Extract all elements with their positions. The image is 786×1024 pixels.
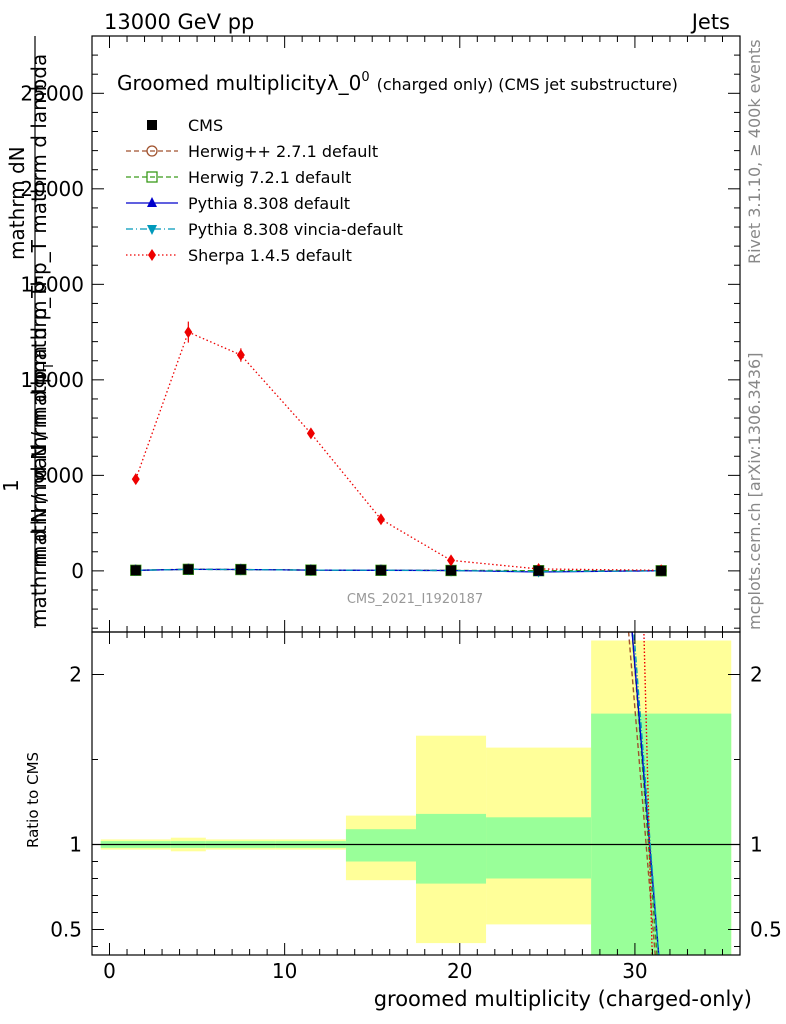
- legend-entry: Herwig++ 2.7.1 default: [126, 142, 378, 161]
- legend-entry: Pythia 8.308 vincia-default: [126, 220, 403, 239]
- legend-entry: Herwig 7.2.1 default: [126, 168, 351, 187]
- marker-diamond: [148, 249, 156, 261]
- series-sherpa-1-4-5-default: [131, 321, 666, 577]
- marker-diamond: [131, 473, 140, 486]
- legend-entry: Pythia 8.308 default: [126, 194, 350, 213]
- legend-label: Herwig++ 2.7.1 default: [188, 142, 378, 161]
- legend-entry: Sherpa 1.4.5 default: [126, 246, 352, 265]
- ratio-line: [633, 632, 660, 955]
- ylabel-top2: mathrm d p_T mathrm d lambda: [27, 54, 51, 380]
- y-tick-label: 5000: [33, 463, 84, 487]
- legend-entry: CMS: [147, 116, 223, 135]
- ratio-ylabel: Ratio to CMS: [24, 752, 42, 848]
- marker-square: [147, 120, 157, 130]
- x-tick-label: 30: [622, 959, 647, 983]
- marker-square: [533, 565, 544, 576]
- marker-square: [235, 564, 246, 575]
- legend: CMS Herwig++ 2.7.1 default Herwig 7.2.1 de…: [126, 116, 403, 265]
- ylabel-mid: mathrm d N / mathrm d p_T: [27, 285, 51, 565]
- marker-square: [183, 564, 194, 575]
- title-main-text: Groomed multiplicity: [117, 71, 327, 95]
- ratio-band-green: [591, 713, 732, 955]
- legend-label: Pythia 8.308 default: [188, 194, 350, 213]
- marker-diamond: [236, 349, 245, 362]
- marker-diamond: [376, 513, 385, 526]
- legend-label: CMS: [188, 116, 223, 135]
- ratio-bands: [100, 640, 732, 955]
- ylabel-top: mathrm dN: [5, 146, 29, 260]
- y-tick-label: 15000: [20, 272, 84, 296]
- ratio-y-tick-label: 2: [69, 663, 82, 687]
- mcplots-reference: mcplots.cern.ch [arXiv:1306.3436]: [745, 353, 764, 630]
- series-line: [135, 568, 662, 573]
- title-superscript: 0: [361, 70, 369, 85]
- ratio-band-green: [486, 817, 592, 879]
- main-panel: 0 5000 10000 15000 20000 25000: [20, 35, 741, 633]
- main-ylabel: mathrm dN mathrm d p_T mathrm d lambda 1…: [0, 36, 57, 628]
- marker-square: [375, 565, 386, 576]
- main-curves: [130, 321, 667, 578]
- series-cms: [130, 564, 667, 576]
- ratio-y-tick-label-right: 2: [750, 663, 763, 687]
- ratio-y-tick-label: 0.5: [50, 918, 82, 942]
- marker-square: [656, 565, 667, 576]
- ratio-band-green: [345, 829, 416, 862]
- analysis-watermark: CMS_2021_I1920187: [347, 592, 483, 607]
- ylabel-bottom: mathrm d N / mathrm d p: [27, 371, 51, 628]
- marker-square: [446, 565, 457, 576]
- legend-label: Sherpa 1.4.5 default: [188, 246, 352, 265]
- marker-diamond: [306, 427, 315, 440]
- marker-diamond: [447, 554, 456, 567]
- x-tick-label: 20: [447, 959, 472, 983]
- marker-diamond: [184, 326, 193, 339]
- ylabel-one: 1: [0, 479, 23, 492]
- ratio-frame: [91, 631, 741, 956]
- title-rest: (charged only) (CMS jet substructure): [377, 75, 678, 94]
- marker-triangle-up: [147, 197, 157, 207]
- series-line: [135, 331, 662, 571]
- ratio-y-tick-label-right: 1: [750, 833, 763, 857]
- header-energy: 13000 GeV pp: [104, 10, 254, 34]
- header-process: Jets: [690, 10, 730, 34]
- ratio-line: [643, 632, 653, 955]
- marker-triangle-down: [147, 225, 157, 235]
- y-tick-label: 0: [71, 559, 84, 583]
- legend-label: Herwig 7.2.1 default: [188, 168, 351, 187]
- ratio-band-green: [416, 813, 487, 884]
- marker-square: [305, 565, 316, 576]
- marker-square: [130, 565, 141, 576]
- ratio-line: [631, 632, 660, 955]
- title-main: Groomed multiplicityλ_00 (charged only) (…: [117, 70, 678, 95]
- ratio-lines: [627, 632, 660, 955]
- ratio-y-tick-label: 1: [69, 833, 82, 857]
- ratio-y-tick-label-right: 0.5: [750, 918, 782, 942]
- y-tick-label: 25000: [20, 81, 84, 105]
- series-pythia-8-308-vincia-default: [130, 565, 667, 578]
- x-tick-label: 10: [272, 959, 297, 983]
- ratio-panel: 0 10 20 30 0.5 0.5 1 1 2 2: [50, 631, 782, 983]
- ratio-line: [627, 632, 656, 955]
- y-tick-label: 10000: [20, 368, 84, 392]
- y-tick-label: 20000: [20, 177, 84, 201]
- legend-label: Pythia 8.308 vincia-default: [188, 220, 403, 239]
- x-tick-label: 0: [103, 959, 116, 983]
- plot-title: Groomed multiplicityλ_00 (charged only) (…: [117, 70, 678, 95]
- title-symbol: λ_0: [327, 71, 362, 95]
- marker-circle: [146, 145, 158, 157]
- xlabel: groomed multiplicity (charged-only): [374, 987, 752, 1011]
- marker-open-square: [146, 171, 158, 183]
- ylabel-sub: T: [42, 362, 57, 371]
- rivet-version: Rivet 3.1.10, ≥ 400k events: [745, 39, 764, 264]
